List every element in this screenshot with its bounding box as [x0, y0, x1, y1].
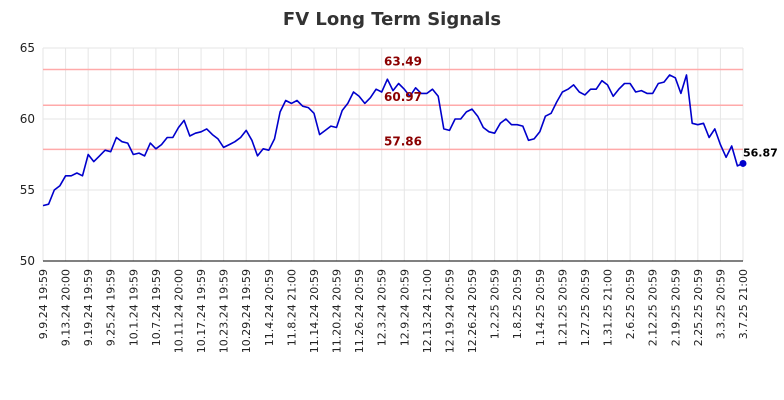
last-value-label: 56.87 — [743, 146, 778, 159]
series-line — [42, 74, 744, 207]
x-tick-label: 1.31.25 21:00 — [602, 269, 615, 346]
level-label: 63.49 — [384, 54, 422, 68]
last-point-marker — [739, 159, 747, 167]
x-tick-label: 10.11.24 20:00 — [172, 269, 185, 353]
x-tick-label: 1.2.25 20:59 — [489, 269, 502, 339]
x-tick-label: 10.1.24 19:59 — [127, 269, 140, 346]
x-tick-label: 3.3.25 20:59 — [714, 269, 727, 339]
y-tick-label: 60 — [20, 112, 35, 126]
x-tick-label: 11.20.24 20:59 — [331, 269, 344, 353]
signal-levels — [43, 68, 743, 151]
price-series — [42, 74, 747, 207]
x-tick-label: 1.21.25 20:59 — [556, 269, 569, 346]
annotations: 63.49 60.97 57.86 56.87 — [384, 54, 778, 159]
grid — [42, 47, 744, 262]
x-tick-label: 10.23.24 19:59 — [218, 269, 231, 353]
x-tick-label: 1.14.25 20:59 — [534, 269, 547, 346]
x-tick-label: 9.19.24 19:59 — [82, 269, 95, 346]
x-tick-label: 10.17.24 19:59 — [195, 269, 208, 353]
y-tick-label: 55 — [20, 183, 35, 197]
x-tick-label: 2.6.25 20:59 — [624, 269, 637, 339]
y-tick-label: 65 — [20, 41, 35, 55]
x-tick-label: 2.19.25 20:59 — [669, 269, 682, 346]
x-tick-label: 9.13.24 20:00 — [60, 269, 73, 346]
x-tick-label: 3.7.25 21:00 — [737, 269, 750, 339]
x-tick-label: 1.8.25 20:59 — [511, 269, 524, 339]
x-tick-label: 9.9.24 19:59 — [37, 269, 50, 339]
axes: 50 55 60 65 9.9.24 19:59 9.13.24 20:00 9.19.24… — [20, 41, 750, 353]
level-label: 57.86 — [384, 134, 422, 148]
x-tick-label: 11.4.24 20:59 — [263, 269, 276, 346]
chart-title: FV Long Term Signals — [283, 9, 501, 30]
x-tick-label: 2.25.25 20:59 — [692, 269, 705, 346]
x-tick-label: 12.26.24 20:59 — [466, 269, 479, 353]
x-tick-label: 2.12.25 20:59 — [647, 269, 660, 346]
x-tick-label: 11.26.24 20:59 — [353, 269, 366, 353]
y-tick-label: 50 — [20, 254, 35, 268]
x-tick-label: 12.13.24 21:00 — [421, 269, 434, 353]
x-tick-label: 9.25.24 19:59 — [105, 269, 118, 346]
x-tick-label: 12.3.24 20:59 — [376, 269, 389, 346]
x-tick-label: 11.14.24 20:59 — [308, 269, 321, 353]
x-tick-label: 11.8.24 21:00 — [285, 269, 298, 346]
x-tick-label: 1.27.25 20:59 — [579, 269, 592, 346]
level-label: 60.97 — [384, 90, 422, 104]
x-tick-label: 12.19.24 20:59 — [443, 269, 456, 353]
x-tick-label: 10.29.24 19:59 — [240, 269, 253, 353]
x-tick-label: 10.7.24 19:59 — [150, 269, 163, 346]
x-tick-label: 12.9.24 20:59 — [398, 269, 411, 346]
